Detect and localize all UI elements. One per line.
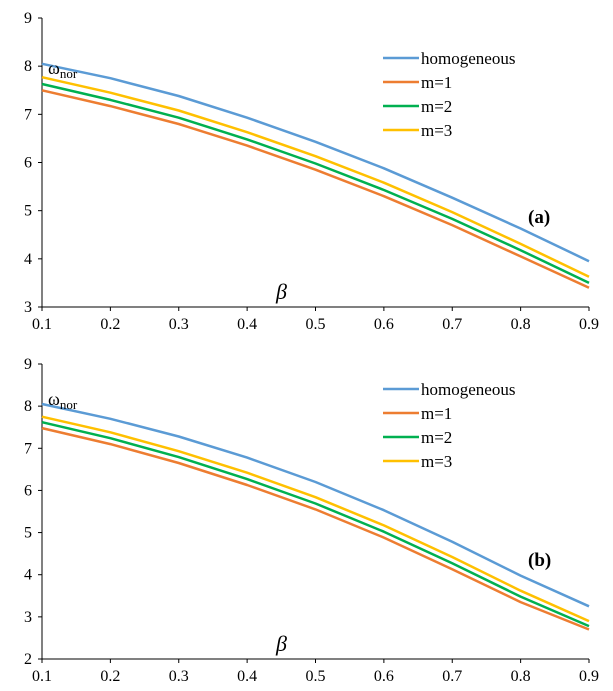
x-tick-label: 0.7	[442, 316, 462, 333]
x-tick-label: 0.5	[306, 668, 326, 685]
x-tick-label: 0.9	[579, 316, 599, 333]
x-tick-label: 0.9	[579, 668, 599, 685]
legend: homogeneous m=1 m=2 m=3	[383, 380, 515, 471]
series-line-m=1	[41, 89, 590, 289]
x-tick-label: 0.3	[169, 668, 189, 685]
legend-label: m=1	[421, 404, 452, 423]
x-axis-label: β	[275, 631, 287, 656]
x-tick-label: 0.1	[32, 668, 52, 685]
y-tick-label: 5	[24, 203, 32, 220]
x-tick-label: 0.8	[511, 668, 531, 685]
series-line-m=2	[41, 82, 590, 285]
y-tick-label: 9	[24, 356, 32, 373]
x-tick-label: 0.6	[374, 668, 394, 685]
legend-label: m=1	[421, 73, 452, 92]
y-tick-label: 4	[24, 251, 32, 268]
x-tick-label: 0.4	[237, 668, 257, 685]
x-tick-label: 0.7	[442, 668, 462, 685]
x-tick-label: 0.4	[237, 316, 257, 333]
series-line-m=2	[41, 420, 590, 628]
x-tick-label: 0.2	[100, 316, 120, 333]
y-tick-label: 2	[24, 651, 32, 668]
panel-label: (b)	[528, 550, 551, 571]
panel-label: (a)	[528, 207, 550, 228]
chart-panel-a: 3 4 5 6 7 8 9 0.1 0.2 0.3 0.4 0.5 0.6 0.7 0.8 0.9 homoge…	[24, 10, 599, 333]
legend-label: m=3	[421, 452, 452, 471]
x-tick-label: 0.2	[100, 668, 120, 685]
series-line-homogeneous	[41, 62, 590, 263]
y-tick-label: 6	[24, 482, 32, 499]
y-tick-label: 7	[24, 440, 32, 457]
series-line-m=1	[41, 426, 590, 631]
legend-label: m=2	[421, 428, 452, 447]
series-line-m=3	[41, 75, 590, 278]
y-tick-label: 5	[24, 525, 32, 542]
y-tick-label: 3	[24, 609, 32, 626]
legend: homogeneous m=1 m=2 m=3	[383, 49, 515, 140]
legend-label: homogeneous	[421, 49, 515, 68]
y-tick-label: 8	[24, 58, 32, 75]
y-tick-label: 4	[24, 567, 32, 584]
x-tick-label: 0.8	[511, 316, 531, 333]
x-tick-label: 0.1	[32, 316, 52, 333]
y-axis-label: ωnor	[48, 389, 78, 412]
series-line-m=3	[41, 415, 590, 623]
x-axis-label: β	[275, 279, 287, 304]
y-tick-label: 3	[24, 299, 32, 316]
legend-label: homogeneous	[421, 380, 515, 399]
y-tick-label: 8	[24, 398, 32, 415]
legend-label: m=2	[421, 97, 452, 116]
y-tick-label: 6	[24, 155, 32, 172]
series-line-homogeneous	[41, 402, 590, 608]
y-tick-label: 9	[24, 10, 32, 27]
x-tick-label: 0.5	[306, 316, 326, 333]
x-tick-label: 0.6	[374, 316, 394, 333]
y-tick-label: 7	[24, 106, 32, 123]
chart-panel-b: 2 3 4 5 6 7 8 9 0.1 0.2 0.3 0.4 0.5 0.6 0.7 0.8 0.9 homog…	[24, 356, 599, 685]
y-axis-label: ωnor	[48, 58, 78, 81]
legend-label: m=3	[421, 121, 452, 140]
x-tick-label: 0.3	[169, 316, 189, 333]
